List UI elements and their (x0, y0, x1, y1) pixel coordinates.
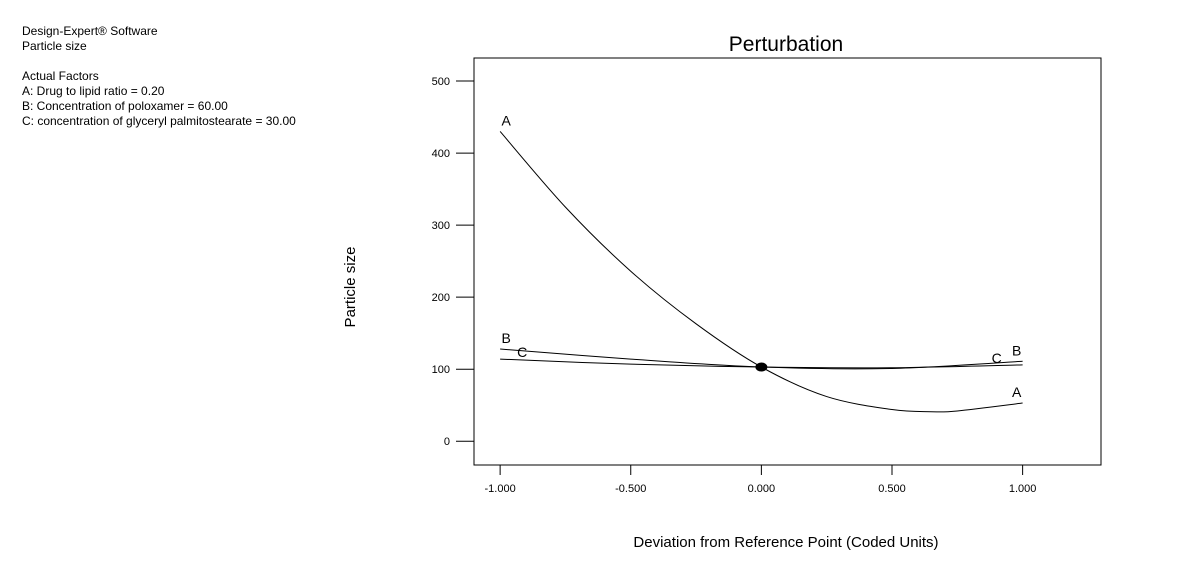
plot-frame (473, 57, 1102, 466)
series-layer (499, 131, 1023, 413)
y-axis-label: Particle size (342, 247, 359, 328)
factors-heading: Actual Factors (22, 69, 99, 83)
y-tick-label: 100 (432, 364, 450, 376)
software-name: Design-Expert® Software (22, 24, 158, 38)
series-label-a-left: A (501, 112, 511, 128)
series-label-a-right: A (1012, 384, 1022, 400)
y-tick-label: 300 (432, 220, 450, 232)
x-axis: -1.000 -0.500 0.000 0.500 1.000 (485, 465, 1037, 495)
x-tick-label: 0.000 (748, 483, 776, 495)
x-axis-label: Deviation from Reference Point (Coded Un… (633, 534, 938, 551)
series-label-b-right: B (1012, 342, 1021, 358)
factor-b: B: Concentration of poloxamer = 60.00 (22, 99, 228, 113)
series-line-a (499, 131, 1023, 413)
y-axis: 0 100 200 300 400 500 (432, 76, 474, 448)
x-tick-label: -0.500 (615, 483, 646, 495)
y-tick-label: 400 (432, 148, 450, 160)
y-tick-label: 0 (444, 436, 450, 448)
y-tick-label: 500 (432, 76, 450, 88)
series-label-c-left: C (517, 344, 527, 360)
x-tick-label: 1.000 (1009, 483, 1037, 495)
y-tick-label: 200 (432, 292, 450, 304)
factor-c: C: concentration of glyceryl palmitostea… (22, 114, 296, 128)
design-info-panel: Design-Expert® Software Particle size Ac… (22, 24, 296, 129)
factor-a: A: Drug to lipid ratio = 0.20 (22, 84, 165, 98)
chart-title: Perturbation (729, 33, 843, 56)
series-label-b-left: B (501, 330, 510, 346)
x-tick-label: 0.500 (878, 483, 906, 495)
x-tick-label: -1.000 (485, 483, 516, 495)
series-label-c-right: C (992, 350, 1002, 366)
reference-point (755, 362, 768, 372)
response-name: Particle size (22, 39, 87, 53)
